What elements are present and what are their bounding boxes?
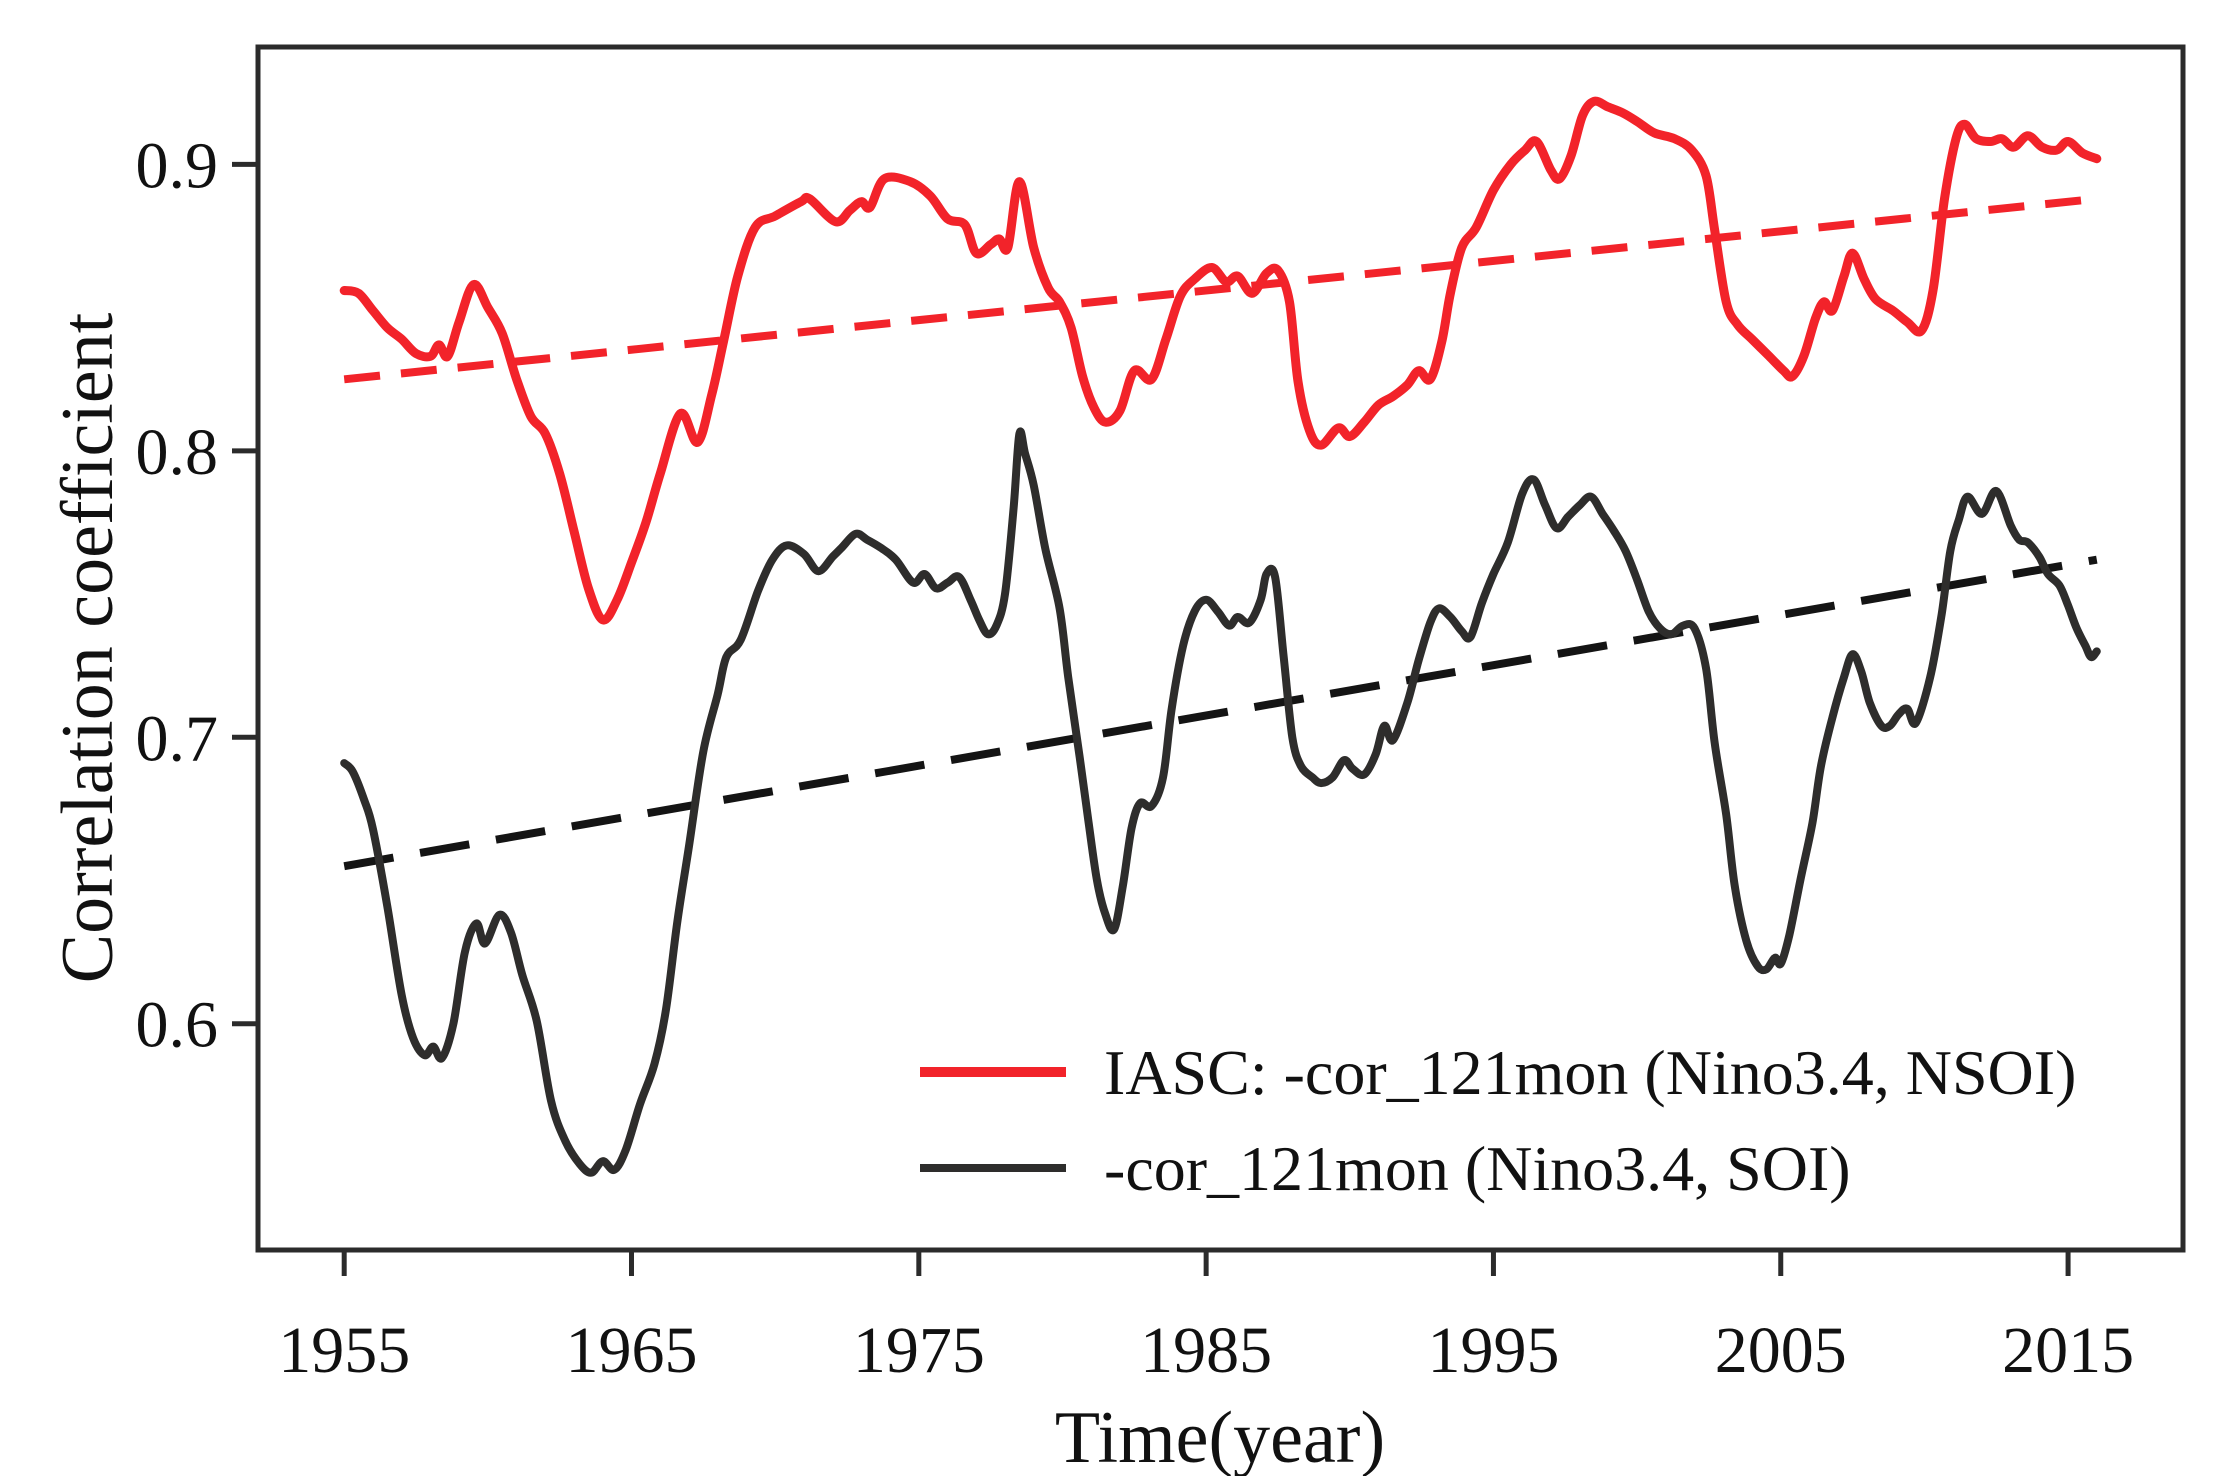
- series-line-soi-trend: [343, 555, 2098, 871]
- series-line-iasc-nsoi-trend: [343, 194, 2098, 384]
- x-tick-label: 2005: [1715, 1314, 1847, 1387]
- y-tick-label: 0.6: [136, 989, 219, 1062]
- y-axis-label: Correlation coefficient: [47, 312, 129, 983]
- series-lines: [339, 96, 2102, 1177]
- x-tick-label: 1985: [1140, 1314, 1272, 1387]
- legend-label-iasc-nsoi: IASC: -cor_121mon (Nino3.4, NSOI): [1104, 1037, 2076, 1108]
- legend-label-soi: -cor_121mon (Nino3.4, SOI): [1104, 1133, 1851, 1204]
- y-tick-label: 0.7: [136, 702, 219, 775]
- y-tick-label: 0.8: [136, 416, 219, 489]
- x-tick-label: 1965: [566, 1314, 698, 1387]
- x-tick-label: 1995: [1427, 1314, 1559, 1387]
- x-axis-label: Time(year): [1055, 1397, 1385, 1476]
- x-tick-label: 2015: [2002, 1314, 2134, 1387]
- x-tick-label: 1955: [278, 1314, 410, 1387]
- y-axis-ticks: 0.6 0.7 0.8 0.9: [136, 129, 258, 1062]
- legend: IASC: -cor_121mon (Nino3.4, NSOI) -cor_1…: [920, 1037, 2076, 1204]
- x-tick-label: 1975: [853, 1314, 985, 1387]
- x-axis-ticks: 1955 1965 1975 1985 1995 2005 2015: [278, 1250, 2134, 1387]
- series-line-soi: [340, 427, 2101, 1177]
- series-line-iasc-nsoi: [339, 96, 2102, 625]
- y-tick-label: 0.9: [136, 129, 219, 202]
- plot-frame: [255, 44, 2186, 1253]
